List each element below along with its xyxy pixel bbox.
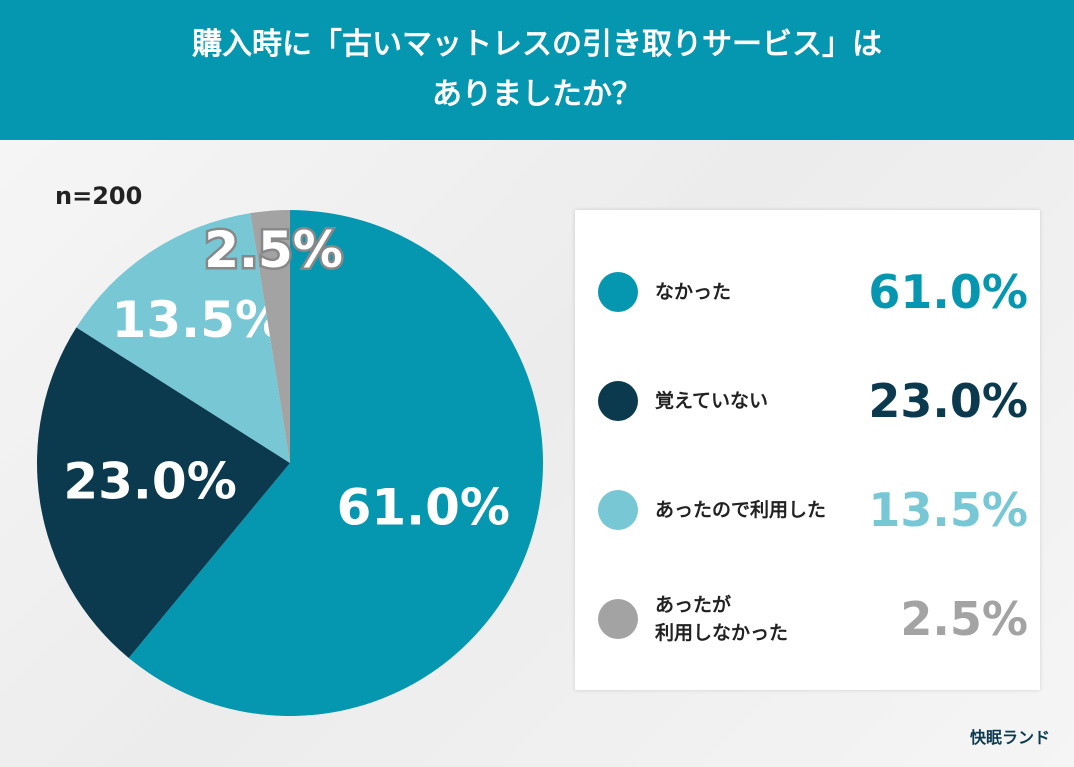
brand: 快眠ランド — [969, 728, 1050, 747]
legend-item: あったが 利用しなかった 2.5% — [575, 579, 1040, 659]
pie-label: 61.0% — [337, 478, 510, 536]
legend-item: あったので利用した 13.5% — [575, 470, 1040, 550]
legend-item: なかった 61.0% — [575, 252, 1040, 332]
legend-label: なかった — [655, 281, 732, 303]
legend-swatch — [598, 599, 638, 639]
title-line: ありましたか？ — [432, 77, 642, 112]
legend-item: 覚えていない 23.0% — [575, 361, 1040, 441]
pie-label: 2.5% — [204, 221, 343, 279]
legend-value: 2.5% — [900, 592, 1028, 646]
legend-swatch — [598, 272, 638, 312]
legend-label: 覚えていない — [655, 390, 769, 412]
sample-size: n=200 — [55, 182, 143, 210]
legend-swatch — [598, 490, 638, 530]
legend: なかった 61.0% 覚えていない 23.0% あったので利用した 13.5% あったが 利… — [575, 210, 1040, 690]
legend-value: 13.5% — [868, 483, 1028, 537]
legend-swatch — [598, 381, 638, 421]
legend-label: あったので利用した — [655, 499, 827, 521]
pie-label: 13.5% — [112, 291, 285, 349]
legend-label: あったが 利用しなかった — [655, 594, 789, 644]
pie-label: 23.0% — [63, 453, 236, 511]
pie-slice — [128, 210, 543, 716]
pie-slice — [250, 210, 290, 463]
header: 購入時に「古いマットレスの引き取りサービス」は ありましたか？ — [0, 0, 1074, 140]
title-line: 購入時に「古いマットレスの引き取りサービス」は — [192, 27, 882, 62]
legend-value: 61.0% — [868, 265, 1028, 319]
pie-slice — [76, 213, 290, 463]
legend-value: 23.0% — [868, 374, 1028, 428]
pie-slice — [37, 327, 291, 658]
